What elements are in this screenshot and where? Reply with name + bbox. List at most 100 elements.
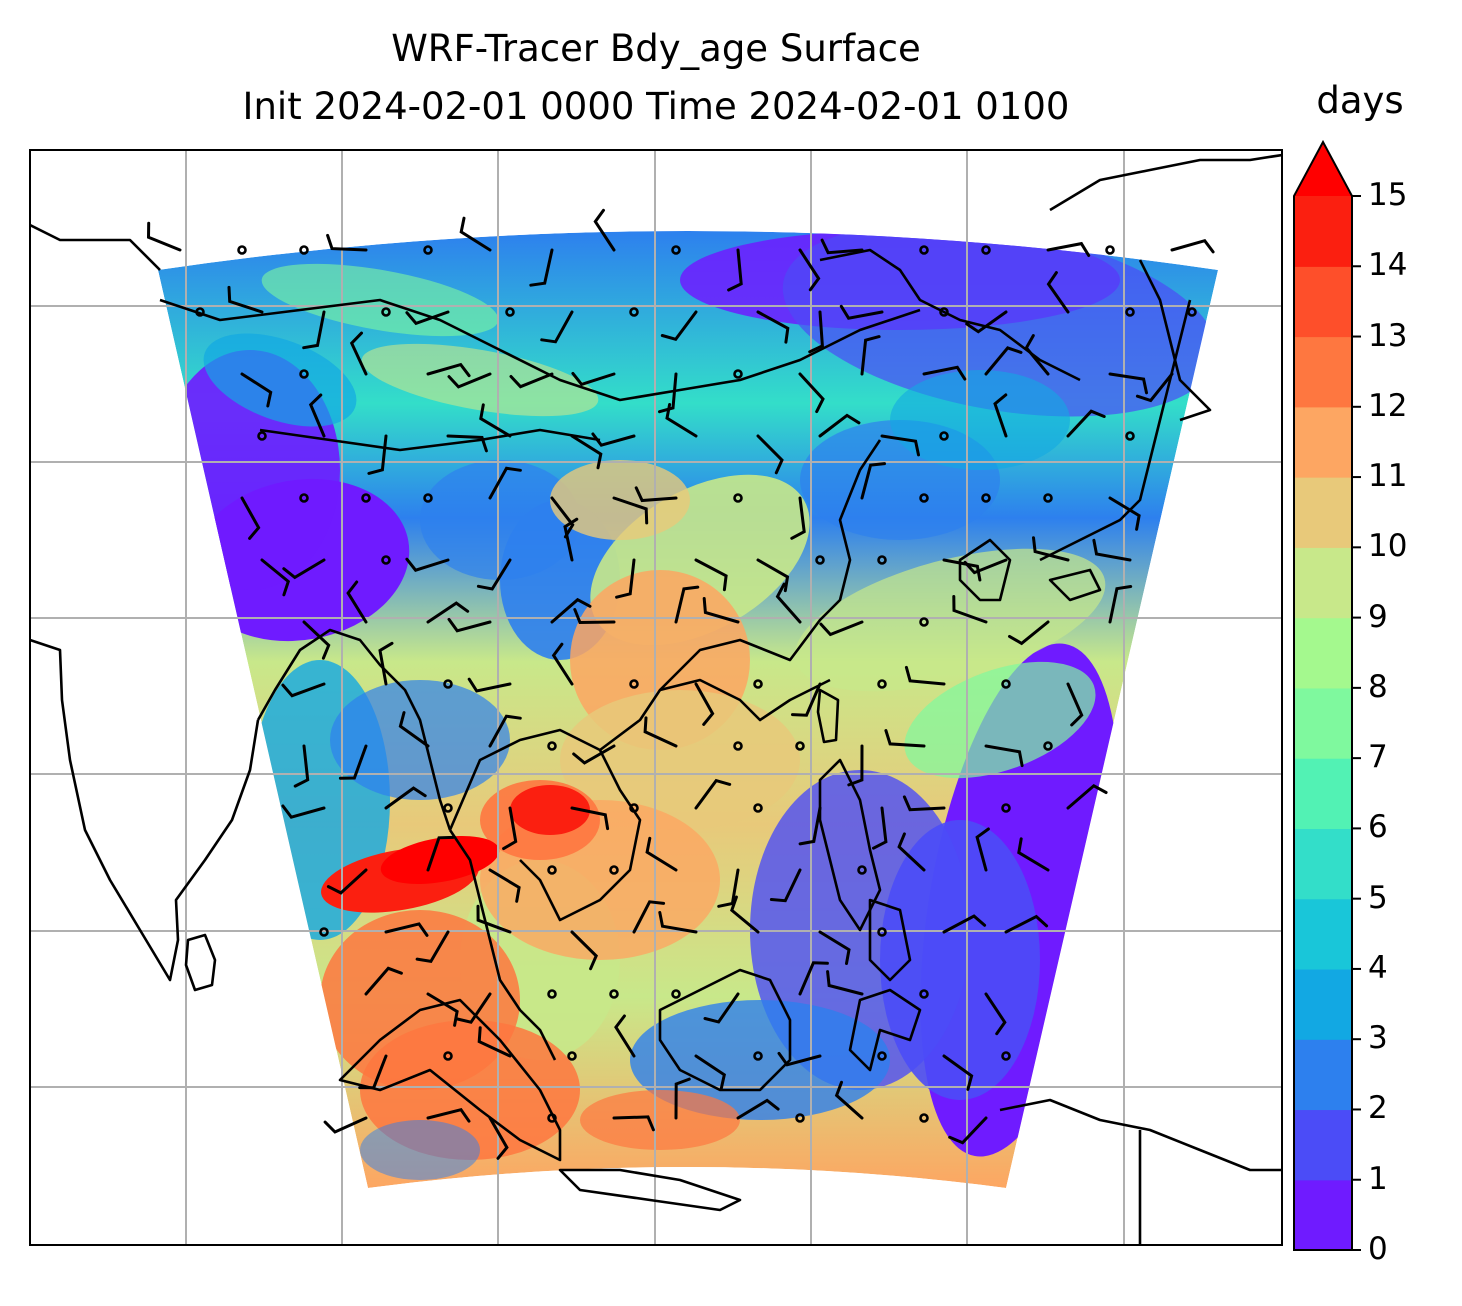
calm-wind-marker — [981, 493, 991, 503]
calm-wind-marker — [1001, 803, 1011, 813]
wind-barb — [612, 496, 649, 525]
wind-barb — [819, 620, 864, 637]
wind-barb — [1108, 372, 1148, 395]
wind-barb — [570, 434, 603, 470]
wind-barb — [426, 601, 470, 624]
calm-wind-marker — [547, 989, 557, 999]
coastline — [558, 1168, 742, 1212]
wind-barb — [398, 711, 430, 748]
calm-wind-marker — [609, 989, 619, 999]
wind-barb — [346, 580, 368, 624]
wind-barb — [488, 714, 522, 748]
colorbar-tick-label: 12 — [1368, 387, 1408, 424]
wind-barb — [426, 362, 471, 378]
wind-barb — [658, 372, 678, 414]
wind-barb — [384, 786, 427, 810]
coastline — [958, 538, 1012, 602]
wind-barb — [808, 310, 824, 354]
wind-barb — [790, 496, 806, 540]
wind-barb — [447, 372, 492, 389]
wind-barb — [818, 413, 861, 438]
wind-barb — [1092, 538, 1132, 562]
calm-wind-marker — [299, 493, 309, 503]
calm-wind-marker — [733, 369, 743, 379]
wind-barb — [694, 558, 728, 592]
wind-barb — [281, 682, 326, 698]
calm-wind-marker — [299, 369, 309, 379]
wind-barb — [426, 835, 455, 872]
calm-wind-marker — [815, 555, 825, 565]
colorbar-tick-label: 1 — [1368, 1160, 1388, 1197]
wind-barb — [717, 868, 740, 908]
wind-barb — [1046, 271, 1070, 314]
wind-barb — [658, 911, 698, 934]
wind-barb — [447, 617, 492, 633]
colorbar-tick-label: 0 — [1368, 1231, 1388, 1267]
calm-wind-marker — [629, 803, 639, 813]
calm-wind-marker — [795, 741, 805, 751]
wind-barb — [502, 806, 518, 851]
wind-barb — [302, 310, 326, 350]
wind-barb — [665, 403, 698, 438]
wind-barb — [634, 486, 678, 503]
wind-barb — [488, 466, 522, 500]
wind-barb — [847, 744, 864, 787]
coastline — [256, 628, 452, 831]
wind-barb — [612, 1115, 655, 1132]
colorbar-band — [1294, 617, 1352, 689]
calm-wind-marker — [919, 245, 929, 255]
wind-barb — [872, 806, 888, 850]
colorbar-tick-label: 5 — [1368, 879, 1388, 916]
wind-barb — [756, 310, 790, 344]
calm-wind-marker — [361, 493, 371, 503]
wind-barb — [694, 682, 715, 726]
wind-barb — [240, 496, 261, 540]
colorbar-tick-label: 3 — [1368, 1020, 1388, 1057]
calm-wind-marker — [939, 307, 949, 317]
wind-barb — [614, 1014, 636, 1058]
wind-barb — [146, 221, 182, 252]
wind-barb — [571, 371, 616, 387]
wind-barb — [570, 806, 610, 831]
wind-barb — [1066, 409, 1106, 438]
calm-wind-marker — [671, 989, 681, 999]
coastline — [259, 428, 601, 452]
calm-wind-marker — [1125, 431, 1135, 441]
calm-wind-marker — [423, 493, 433, 503]
wind-barb — [477, 1026, 512, 1058]
calm-wind-marker — [195, 307, 205, 317]
wind-barb — [308, 393, 326, 438]
wind-barb — [323, 1116, 368, 1134]
calm-wind-marker — [919, 493, 929, 503]
wind-barb — [791, 682, 822, 717]
calm-wind-marker — [981, 245, 991, 255]
wind-barb — [798, 961, 829, 996]
coastline — [159, 298, 921, 402]
wind-barb — [405, 557, 450, 572]
coastline — [816, 688, 840, 744]
colorbar-tick-label: 10 — [1368, 528, 1408, 565]
coastline — [1039, 299, 1192, 562]
wind-barb — [426, 1107, 471, 1123]
wind-barb — [326, 868, 368, 895]
wind-barb — [702, 597, 740, 624]
wind-barb — [1004, 914, 1049, 934]
coastline — [184, 933, 217, 992]
wind-barb — [703, 992, 740, 1024]
calm-wind-marker — [795, 1113, 805, 1123]
coastline — [30, 638, 260, 982]
colorbar-band — [1294, 477, 1352, 548]
coastline — [1048, 568, 1102, 602]
wind-barb — [674, 1077, 691, 1120]
colorbar-band — [1294, 336, 1352, 408]
wind-barb — [660, 310, 698, 342]
wind-barb — [1108, 585, 1133, 624]
wind-barb — [674, 585, 700, 624]
map-frame — [29, 149, 1283, 1246]
wind-barb — [632, 900, 666, 934]
wind-barb — [591, 432, 636, 447]
wind-barb — [756, 434, 784, 475]
calm-wind-marker — [443, 1051, 453, 1061]
wind-barb — [818, 930, 851, 965]
calm-wind-marker — [443, 679, 453, 689]
